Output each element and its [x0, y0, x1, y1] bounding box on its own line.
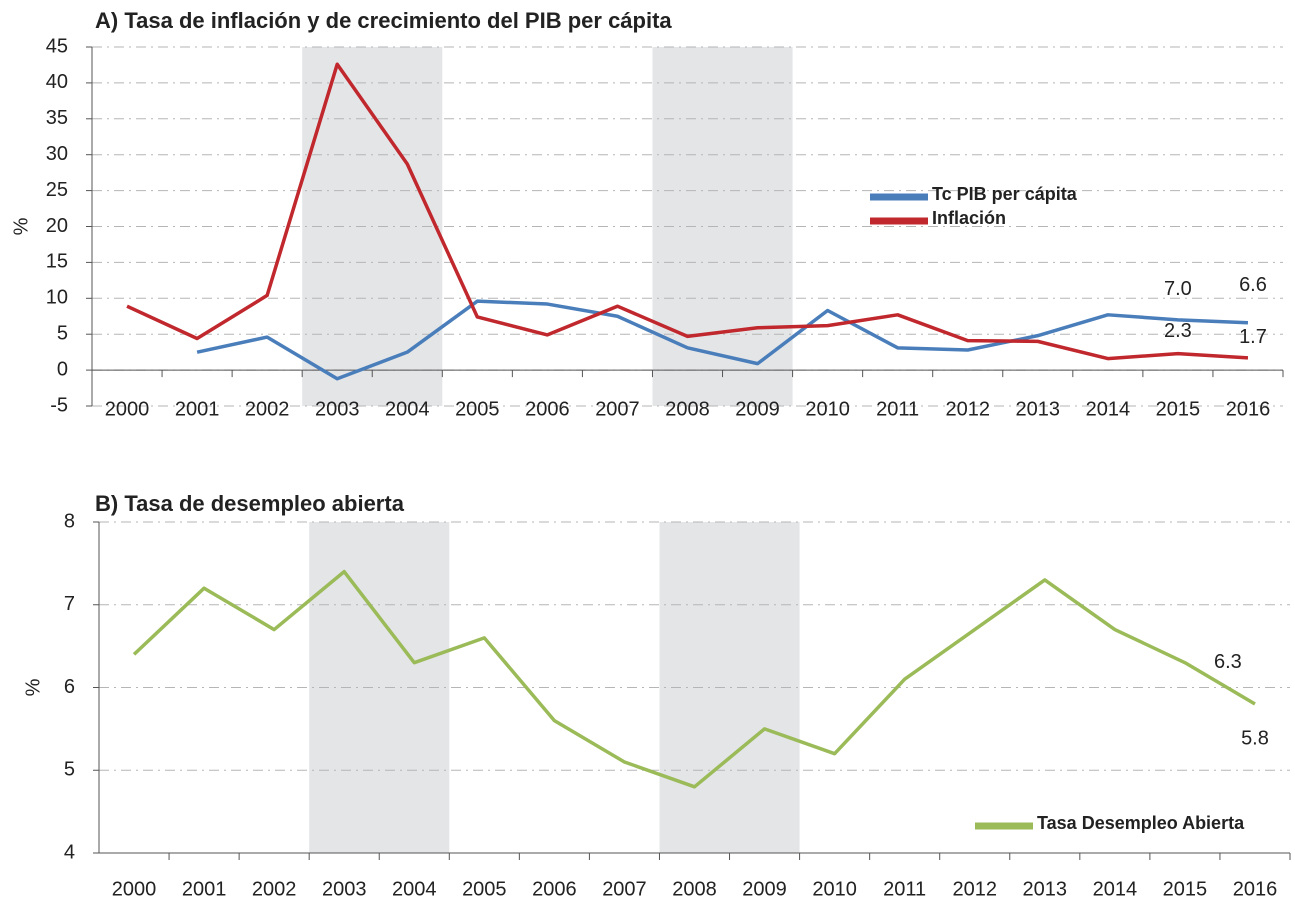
- x-tick-label: 2003: [315, 398, 360, 420]
- data-line: [126, 62, 1249, 361]
- x-tick-label: 2007: [602, 878, 647, 900]
- x-tick-label: 2003: [322, 878, 367, 900]
- y-tick-label: -5: [50, 394, 68, 416]
- x-tick-label: 2015: [1163, 878, 1208, 900]
- chart-title: A) Tasa de inflación y de crecimiento de…: [95, 8, 672, 33]
- y-tick-label: 30: [46, 143, 68, 165]
- x-tick-label: 2013: [1016, 398, 1061, 420]
- x-tick-label: 2006: [525, 398, 570, 420]
- x-tick-label: 2016: [1233, 878, 1278, 900]
- x-tick-label: 2009: [742, 878, 787, 900]
- y-tick-label: 0: [57, 358, 68, 380]
- x-tick-label: 2015: [1156, 398, 1201, 420]
- shaded-period: [659, 522, 800, 853]
- y-tick-label: 6: [64, 676, 75, 698]
- y-tick-label: 25: [46, 179, 68, 201]
- x-tick-label: 2006: [532, 878, 577, 900]
- data-label: 6.6: [1239, 274, 1267, 296]
- data-label: 7.0: [1164, 278, 1192, 300]
- x-tick-label: 2002: [252, 878, 297, 900]
- x-tick-label: 2005: [462, 878, 507, 900]
- x-tick-label: 2013: [1023, 878, 1068, 900]
- x-tick-label: 2014: [1086, 398, 1131, 420]
- x-tick-label: 2001: [175, 398, 220, 420]
- x-tick-label: 2008: [672, 878, 717, 900]
- legend-label: Inflación: [932, 208, 1006, 228]
- data-line: [132, 569, 1256, 789]
- x-tick-label: 2008: [665, 398, 710, 420]
- y-tick-label: 4: [64, 841, 75, 863]
- y-tick-label: 40: [46, 71, 68, 93]
- y-axis-label: %: [10, 217, 32, 235]
- x-tick-label: 2001: [182, 878, 227, 900]
- y-tick-label: 35: [46, 107, 68, 129]
- data-label: 1.7: [1239, 326, 1267, 348]
- legend-label: Tasa Desempleo Abierta: [1037, 813, 1245, 833]
- x-tick-label: 2004: [385, 398, 430, 420]
- x-tick-label: 2011: [876, 398, 919, 420]
- data-label: 2.3: [1164, 320, 1192, 342]
- x-tick-label: 2010: [805, 398, 850, 420]
- data-label: 5.8: [1241, 727, 1269, 749]
- chart-title: B) Tasa de desempleo abierta: [95, 491, 405, 516]
- data-line: [196, 299, 1249, 381]
- shaded-period: [652, 47, 793, 406]
- x-tick-label: 2016: [1226, 398, 1271, 420]
- x-tick-label: 2002: [245, 398, 290, 420]
- y-tick-label: 15: [46, 251, 68, 273]
- y-tick-label: 10: [46, 287, 68, 309]
- x-tick-label: 2000: [112, 878, 157, 900]
- x-tick-label: 2012: [952, 878, 997, 900]
- y-tick-label: 20: [46, 215, 68, 237]
- x-tick-label: 2010: [812, 878, 857, 900]
- y-tick-label: 7: [64, 593, 75, 615]
- data-label: 6.3: [1214, 651, 1242, 673]
- y-tick-label: 45: [46, 35, 68, 57]
- x-tick-label: 2012: [945, 398, 990, 420]
- legend-label: Tc PIB per cápita: [932, 184, 1078, 204]
- y-axis-label: %: [22, 678, 44, 696]
- x-tick-label: 2014: [1093, 878, 1138, 900]
- x-tick-label: 2011: [883, 878, 926, 900]
- x-tick-label: 2007: [595, 398, 640, 420]
- x-tick-label: 2000: [105, 398, 150, 420]
- chart-panel: B) Tasa de desempleo abierta% 4 5 6 7 8 2000 20…: [22, 491, 1291, 900]
- y-tick-label: 5: [57, 322, 68, 344]
- x-tick-label: 2009: [735, 398, 780, 420]
- y-tick-label: 5: [64, 759, 75, 781]
- y-tick-label: 8: [64, 510, 75, 532]
- chart-panel: A) Tasa de inflación y de crecimiento de…: [10, 8, 1284, 420]
- x-tick-label: 2004: [392, 878, 437, 900]
- x-tick-label: 2005: [455, 398, 500, 420]
